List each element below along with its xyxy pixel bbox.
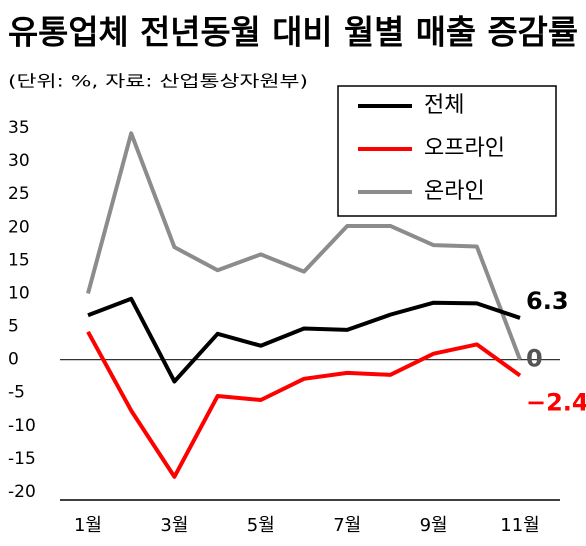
legend-label: 온라인 [424, 179, 485, 204]
legend-label: 오프라인 [424, 136, 505, 161]
y-tick-label: -10 [8, 416, 36, 436]
y-tick-label: 20 [8, 217, 30, 237]
y-tick-label: 30 [8, 151, 30, 171]
y-tick-label: -5 [8, 383, 25, 403]
chart-subtitle: (단위: %, 자료: 산업통상자원부) [8, 72, 308, 91]
x-tick-label: 9월 [420, 515, 448, 536]
x-tick-label: 7월 [333, 515, 361, 536]
value-label: 0 [526, 345, 543, 373]
y-tick-label: 15 [8, 250, 30, 270]
x-tick-label: 3월 [160, 515, 188, 536]
y-tick-label: -20 [8, 482, 36, 502]
x-tick-label: 11월 [500, 515, 539, 536]
y-tick-label: 0 [8, 350, 19, 370]
x-tick-label: 1월 [74, 515, 102, 536]
x-tick-label: 5월 [247, 515, 275, 536]
value-label: 6.3 [526, 287, 569, 315]
y-tick-label: -15 [8, 449, 36, 469]
y-tick-label: 5 [8, 317, 19, 337]
y-tick-label: 25 [8, 184, 30, 204]
y-tick-label: 10 [8, 283, 30, 303]
series-line [86, 330, 522, 479]
chart-title: 유통업체 전년동월 대비 월별 매출 증감률 [8, 13, 578, 52]
y-tick-label: 35 [8, 118, 30, 138]
series-line [86, 131, 522, 361]
value-label: −2.4 [526, 389, 586, 417]
legend-label: 전체 [424, 93, 464, 118]
series-line [87, 296, 521, 384]
